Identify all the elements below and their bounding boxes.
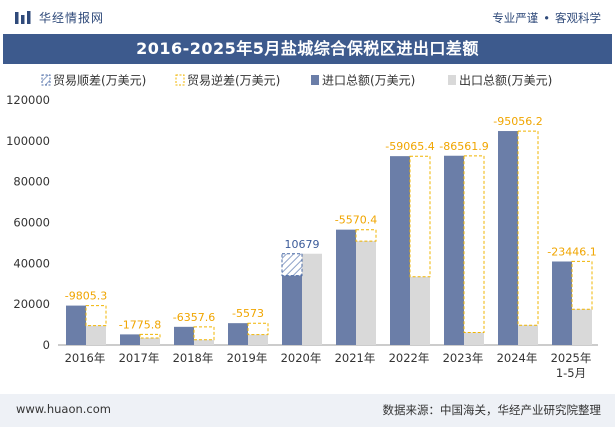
bar-deficit	[463, 155, 485, 334]
bar-import	[282, 275, 302, 345]
x-tick-label: 2019年	[227, 351, 268, 365]
bar-deficit	[517, 130, 539, 326]
bar-import	[444, 155, 464, 345]
x-tick-line: 2019年	[227, 351, 268, 365]
bar-deficit	[247, 322, 269, 336]
data-label: -9805.3	[65, 290, 107, 303]
footer: www.huaon.com 数据来源：中国海关，华经产业研究院整理	[0, 394, 615, 427]
legend-swatch-import	[311, 75, 319, 85]
bar-import	[336, 229, 356, 345]
y-tick-label: 120000	[6, 93, 50, 107]
bar-export	[140, 338, 160, 345]
data-label: -23446.1	[547, 245, 596, 258]
bar-import	[228, 323, 248, 345]
x-tick-line: 2016年	[65, 351, 106, 365]
x-tick-line: 2017年	[119, 351, 160, 365]
x-tick-label: 2017年	[119, 351, 160, 365]
brand: 华经情报网	[14, 9, 104, 26]
y-tick-label: 0	[43, 338, 50, 352]
bar-deficit	[355, 229, 377, 242]
bar-import	[498, 131, 518, 345]
bar-import	[66, 305, 86, 345]
bar-deficit	[193, 326, 215, 341]
legend-label: 出口总额(万美元)	[459, 74, 552, 88]
x-tick-line: 2023年	[443, 351, 484, 365]
data-label: -5570.4	[335, 214, 377, 227]
y-tick-label: 60000	[13, 216, 50, 230]
data-label: -59065.4	[385, 140, 434, 153]
footer-url: www.huaon.com	[16, 402, 111, 416]
bar-import	[390, 156, 410, 345]
bar-import	[120, 334, 140, 345]
y-tick-label: 20000	[13, 297, 50, 311]
x-tick-line: 2018年	[173, 351, 214, 365]
bar-export	[410, 276, 430, 345]
data-label: -1775.8	[119, 318, 161, 331]
top-bar: 华经情报网 专业严谨 • 客观科学	[0, 0, 615, 34]
x-tick-line: 2020年	[281, 351, 322, 365]
tagline-left: 专业严谨	[492, 11, 539, 25]
bar-export	[248, 334, 268, 345]
tagline: 专业严谨 • 客观科学	[492, 10, 601, 26]
x-tick-label: 2018年	[173, 351, 214, 365]
legend-swatch-export	[448, 75, 456, 85]
x-tick-line: 2022年	[389, 351, 430, 365]
chart-title: 2016-2025年5月盐城综合保税区进出口差额	[3, 34, 612, 64]
bar-import	[174, 326, 194, 345]
bar-chart: 贸易顺差(万美元) 贸易逆差(万美元) 进口总额(万美元) 出口总额(万美元) 0 200…	[6, 73, 598, 380]
brand-name: 华经情报网	[39, 11, 105, 25]
x-tick-label: 2023年	[443, 351, 484, 365]
bar-deficit	[85, 305, 107, 327]
x-tick-line: 2025年	[551, 351, 592, 365]
legend-label: 贸易逆差(万美元)	[187, 73, 280, 88]
bar-deficit	[571, 260, 593, 310]
bar-export	[302, 253, 322, 345]
x-tick-label: 2020年	[281, 351, 322, 365]
x-tick-line: 1-5月	[556, 366, 586, 380]
data-label: -5573	[232, 307, 264, 320]
bar-import	[552, 261, 572, 345]
y-tick-label: 40000	[13, 256, 50, 270]
x-tick-line: 2024年	[497, 351, 538, 365]
y-tick-label: 100000	[6, 134, 50, 148]
legend-label: 进口总额(万美元)	[322, 74, 415, 88]
y-tick-label: 80000	[13, 175, 50, 189]
bar-deficit	[409, 155, 431, 278]
x-tick-label: 2021年	[335, 351, 376, 365]
legend-swatch-deficit	[175, 74, 185, 86]
bar-surplus	[281, 253, 303, 277]
separator-dot-icon: •	[543, 11, 550, 25]
bar-export	[194, 339, 214, 345]
x-tick-line: 2021年	[335, 351, 376, 365]
bar-export	[86, 325, 106, 345]
x-tick-label: 2016年	[65, 351, 106, 365]
data-label: -95056.2	[493, 115, 542, 128]
brand-logo-icon	[15, 10, 31, 24]
legend-label: 贸易顺差(万美元)	[53, 74, 146, 88]
footer-source: 数据来源：中国海关，华经产业研究院整理	[382, 403, 602, 417]
data-label: -6357.6	[173, 311, 215, 324]
x-tick-label: 2022年	[389, 351, 430, 365]
legend-swatch-surplus	[41, 74, 51, 86]
bar-export	[518, 325, 538, 345]
tagline-right: 客观科学	[555, 11, 601, 25]
x-tick-label: 2025年 1-5月	[551, 351, 592, 380]
bar-export	[464, 332, 484, 345]
bar-deficit	[139, 333, 161, 339]
bar-export	[356, 241, 376, 345]
x-tick-label: 2024年	[497, 351, 538, 365]
data-label: -86561.9	[439, 140, 488, 153]
data-label: 10679	[285, 238, 320, 251]
bar-export	[572, 309, 592, 345]
